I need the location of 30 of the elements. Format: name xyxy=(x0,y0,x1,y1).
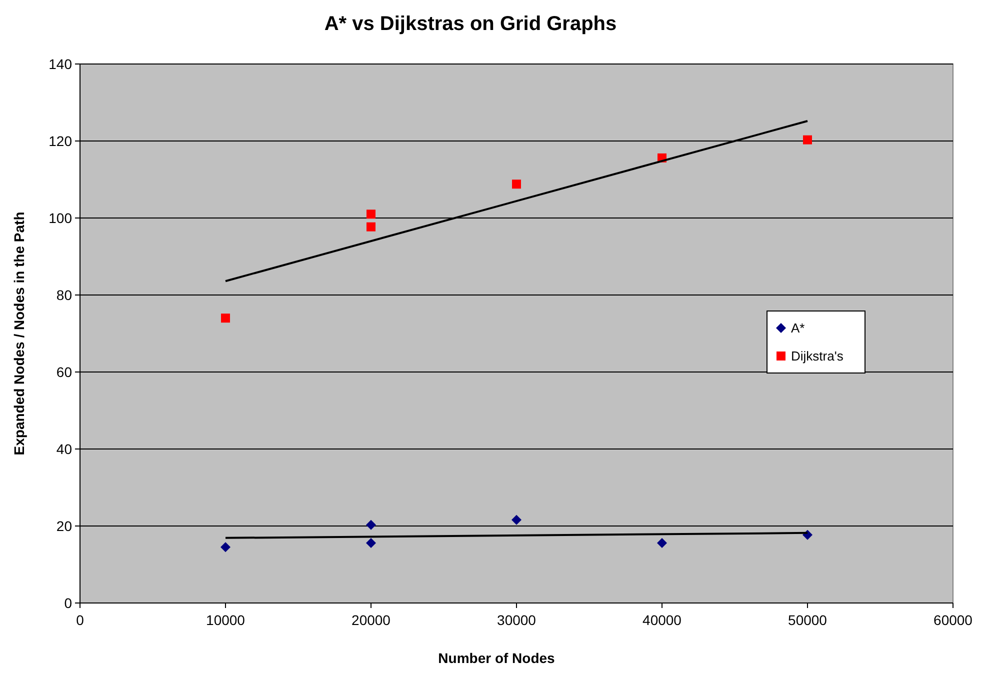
x-tick-label: 30000 xyxy=(497,612,536,628)
x-axis-title: Number of Nodes xyxy=(438,650,556,666)
point xyxy=(221,314,230,323)
x-tick-label: 50000 xyxy=(788,612,828,628)
point xyxy=(366,538,376,548)
point xyxy=(657,538,667,548)
y-tick-label: 140 xyxy=(48,56,72,72)
y-tick-label: 80 xyxy=(56,286,72,303)
point xyxy=(220,542,230,552)
y-tick-label: 60 xyxy=(56,364,72,380)
y-tick-label: 120 xyxy=(48,132,72,149)
legend-label: Dijkstra's xyxy=(791,348,844,364)
x-tick-label: 60000 xyxy=(934,612,973,628)
legend-label: A* xyxy=(791,320,805,336)
point xyxy=(366,520,376,530)
y-axis-title: Expanded Nodes / Nodes in the Path xyxy=(11,212,27,456)
y-tick-label: 100 xyxy=(48,210,72,226)
y-tick-label: 20 xyxy=(56,518,72,534)
x-tick-label: 20000 xyxy=(352,612,391,628)
point xyxy=(803,135,812,144)
point xyxy=(512,514,522,525)
y-tick-label: 40 xyxy=(56,440,72,457)
point xyxy=(366,210,376,219)
x-tick-label: 10000 xyxy=(206,612,246,628)
x-tick-label: 0 xyxy=(76,612,84,628)
y-tick-label: 0 xyxy=(64,594,72,611)
chart-title: A* vs Dijkstras on Grid Graphs xyxy=(324,13,617,35)
x-tick-label: 40000 xyxy=(642,612,682,628)
point xyxy=(366,222,376,232)
point xyxy=(512,180,521,189)
